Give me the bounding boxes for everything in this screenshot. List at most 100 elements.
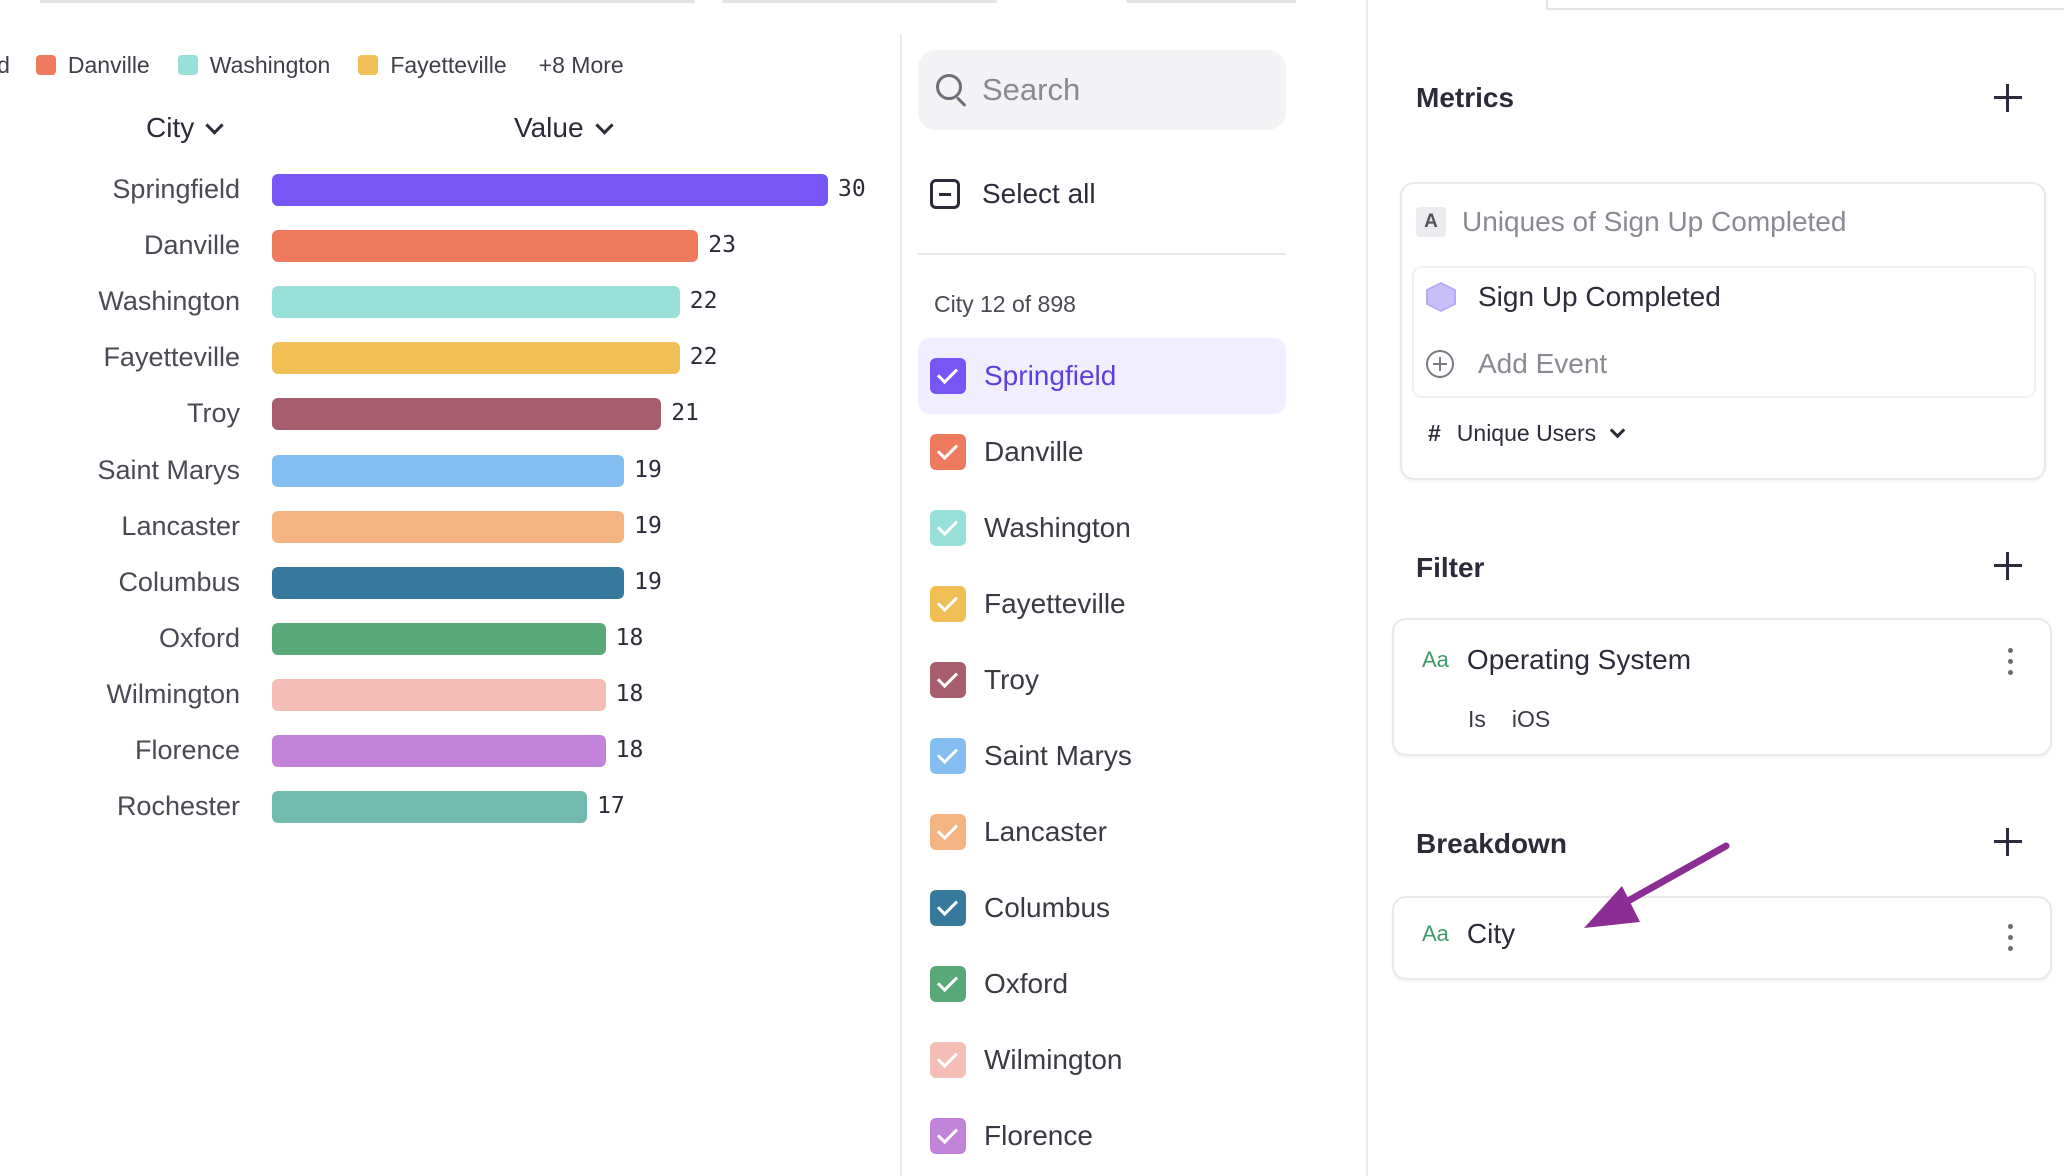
value-column-label: Value bbox=[514, 112, 584, 143]
add-metric-button[interactable] bbox=[1994, 84, 2022, 112]
checked-checkbox-icon[interactable] bbox=[930, 510, 966, 546]
breakdown-more-icon[interactable] bbox=[2008, 924, 2014, 952]
bar-chart: Springfield 30 Danville 23 Washington 22 Fayet… bbox=[0, 162, 880, 842]
bar-label: Danville bbox=[143, 230, 240, 261]
measurement-dropdown[interactable]: # Unique Users bbox=[1428, 420, 1626, 447]
filter-card[interactable] bbox=[1392, 618, 2052, 756]
checked-checkbox-icon[interactable] bbox=[930, 1042, 966, 1078]
city-list-item[interactable]: Springfield bbox=[918, 338, 1286, 414]
checked-checkbox-icon[interactable] bbox=[930, 358, 966, 394]
bar[interactable] bbox=[272, 622, 606, 655]
legend-label: Fayetteville bbox=[390, 51, 507, 78]
legend-label: Washington bbox=[209, 51, 331, 78]
bar[interactable] bbox=[272, 510, 625, 543]
metric-title-row[interactable]: A Uniques of Sign Up Completed bbox=[1416, 206, 1846, 238]
bar[interactable] bbox=[272, 566, 625, 599]
chart-legend: ld Danville Washington Fayetteville +8 M… bbox=[0, 48, 880, 82]
hash-icon: # bbox=[1428, 420, 1441, 446]
top-edge-fragment bbox=[1546, 0, 2064, 10]
city-list-item[interactable]: Fayetteville bbox=[918, 566, 1286, 642]
search-input[interactable] bbox=[980, 71, 1264, 109]
chevron-down-icon bbox=[205, 115, 224, 135]
add-event-label: Add Event bbox=[1478, 348, 1608, 379]
bar[interactable] bbox=[272, 230, 699, 263]
bar-label: Columbus bbox=[118, 566, 240, 597]
bar[interactable] bbox=[272, 454, 625, 487]
checked-checkbox-icon[interactable] bbox=[930, 434, 966, 470]
bar-label: Wilmington bbox=[106, 678, 240, 709]
top-edge-fragment bbox=[722, 0, 997, 3]
filter-condition[interactable]: Is iOS bbox=[1468, 706, 1550, 733]
bar-value-label: 30 bbox=[838, 176, 866, 202]
bar-label: Troy bbox=[187, 398, 240, 429]
bar-value-label: 19 bbox=[634, 568, 662, 595]
legend-item[interactable]: Danville bbox=[35, 52, 150, 79]
city-list-item[interactable]: Wilmington bbox=[918, 1022, 1286, 1098]
legend-swatch bbox=[358, 55, 379, 75]
checked-checkbox-icon[interactable] bbox=[930, 890, 966, 926]
checked-checkbox-icon[interactable] bbox=[930, 966, 966, 1002]
bar-label: Fayetteville bbox=[103, 342, 240, 373]
add-filter-button[interactable] bbox=[1994, 552, 2022, 580]
bar-value-label: 18 bbox=[615, 624, 644, 651]
add-event-button[interactable]: Add Event bbox=[1426, 348, 1607, 380]
breakdown-property-row[interactable]: Aa City bbox=[1422, 918, 1515, 950]
bar-label: Lancaster bbox=[121, 510, 240, 541]
bar-value-label: 19 bbox=[634, 456, 662, 483]
city-list-item[interactable]: Saint Marys bbox=[918, 718, 1286, 794]
bar[interactable] bbox=[272, 342, 680, 375]
bar[interactable] bbox=[272, 174, 828, 206]
bar[interactable] bbox=[272, 735, 606, 767]
top-edge-fragment bbox=[40, 0, 695, 3]
checked-checkbox-icon[interactable] bbox=[930, 662, 966, 698]
filter-property-row[interactable]: Aa Operating System bbox=[1422, 644, 1691, 676]
filter-more-icon[interactable] bbox=[2008, 648, 2014, 676]
event-list-box bbox=[1412, 266, 2036, 398]
select-all-checkbox[interactable]: Select all bbox=[930, 178, 1096, 210]
city-name: Oxford bbox=[984, 968, 1069, 999]
checked-checkbox-icon[interactable] bbox=[930, 738, 966, 774]
add-breakdown-button[interactable] bbox=[1994, 828, 2022, 856]
city-name: Lancaster bbox=[984, 816, 1107, 847]
panel-divider bbox=[900, 34, 902, 1176]
event-hexagon-icon bbox=[1426, 282, 1456, 312]
city-list-item[interactable]: Washington bbox=[918, 490, 1286, 566]
city-list-item[interactable]: Florence bbox=[918, 1098, 1286, 1174]
legend-item[interactable]: Washington bbox=[177, 51, 331, 79]
legend-more-link[interactable]: +8 More bbox=[538, 51, 624, 78]
city-name: Florence bbox=[984, 1120, 1093, 1151]
bar-label: Rochester bbox=[116, 791, 240, 822]
metric-title: Uniques of Sign Up Completed bbox=[1462, 206, 1847, 237]
city-list-item[interactable]: Columbus bbox=[918, 870, 1286, 946]
filter-section-title: Filter bbox=[1416, 552, 1485, 583]
bar[interactable] bbox=[272, 398, 662, 431]
city-list-item[interactable]: Troy bbox=[918, 642, 1286, 718]
checked-checkbox-icon[interactable] bbox=[930, 586, 966, 622]
breakdown-section-title: Breakdown bbox=[1416, 828, 1567, 859]
measurement-label: Unique Users bbox=[1456, 420, 1597, 446]
divider bbox=[918, 253, 1286, 255]
metric-card[interactable] bbox=[1400, 182, 2046, 480]
checked-checkbox-icon[interactable] bbox=[930, 814, 966, 850]
plus-circle-icon bbox=[1426, 350, 1454, 378]
legend-item[interactable]: Fayetteville bbox=[358, 51, 507, 79]
city-list-item[interactable]: Oxford bbox=[918, 946, 1286, 1022]
bar-value-label: 21 bbox=[671, 400, 699, 427]
city-column-header[interactable]: City bbox=[146, 112, 224, 144]
event-row[interactable]: Sign Up Completed bbox=[1426, 281, 1721, 313]
top-edge-fragment bbox=[1126, 0, 1296, 3]
checked-checkbox-icon[interactable] bbox=[930, 1118, 966, 1154]
bar-value-label: 18 bbox=[615, 737, 644, 763]
bar[interactable] bbox=[272, 286, 680, 319]
search-box[interactable] bbox=[918, 50, 1286, 130]
bar[interactable] bbox=[272, 791, 588, 824]
legend-swatch bbox=[35, 55, 56, 75]
panel-divider bbox=[1366, 0, 1368, 1176]
city-name: Saint Marys bbox=[984, 740, 1132, 771]
city-list-item[interactable]: Danville bbox=[918, 414, 1286, 490]
value-column-header[interactable]: Value bbox=[514, 112, 614, 144]
city-name: Fayetteville bbox=[984, 588, 1126, 619]
city-list-item[interactable]: Lancaster bbox=[918, 794, 1286, 870]
bar[interactable] bbox=[272, 678, 606, 711]
filter-value: iOS bbox=[1511, 706, 1551, 732]
